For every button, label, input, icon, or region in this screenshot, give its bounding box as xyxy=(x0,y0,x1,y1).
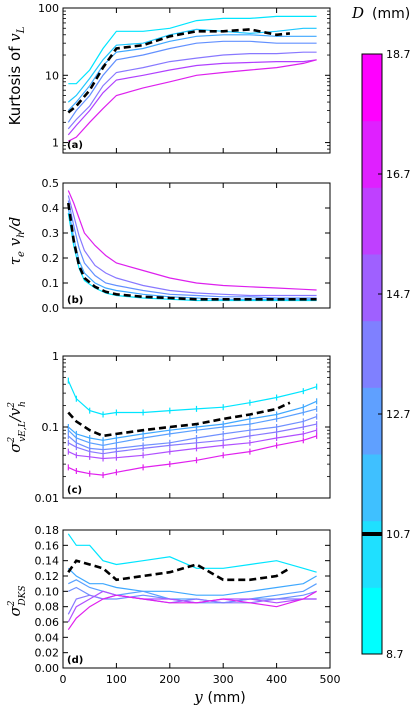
colorbar-tick-label: 8.7 xyxy=(386,648,404,661)
colorbar-tick-label: 10.7 xyxy=(386,528,411,541)
y-tick-label: 0.14 xyxy=(35,555,60,568)
y-tick-label: 0.00 xyxy=(35,662,60,675)
y-tick-label: 0.12 xyxy=(35,570,60,583)
series-group xyxy=(67,377,318,479)
series-line-6 xyxy=(67,59,317,136)
colorbar-label: D (mm) xyxy=(351,4,410,22)
series-line-7 xyxy=(67,590,317,631)
y-axis-label: σ2vE,L/v2h xyxy=(6,401,28,453)
colorbar-segment xyxy=(362,187,382,255)
colorbar-tick-label: 14.7 xyxy=(386,288,411,301)
x-tick-label: 200 xyxy=(159,673,180,686)
series-line-4 xyxy=(67,40,317,123)
y-tick-label: 0.10 xyxy=(35,585,60,598)
series-group xyxy=(67,533,317,631)
y-tick-label: 10 xyxy=(45,69,59,82)
colorbar-tick-label: 16.7 xyxy=(386,168,411,181)
colorbar-segment xyxy=(362,520,382,588)
colorbar-segment xyxy=(362,320,382,388)
series-line-2 xyxy=(67,207,317,300)
y-tick-label: 0.4 xyxy=(42,202,60,215)
plot-frame xyxy=(62,182,331,309)
y-axis-label: τe vh/d xyxy=(6,217,27,266)
y-tick-label: 0.18 xyxy=(35,524,60,537)
colorbar-highlight-marker xyxy=(362,532,382,536)
plot-frame xyxy=(62,529,331,669)
panel-1: 1 10 100 (a) Kurtosis of vL xyxy=(6,2,331,154)
colorbar-segment xyxy=(362,587,382,655)
y-tick-label: 1 xyxy=(52,350,59,363)
series-line-2 xyxy=(67,27,317,103)
y-tick-label: 0.16 xyxy=(35,539,60,552)
x-axis: y (mm) xyxy=(193,688,245,706)
colorbar: 8.7 10.7 12.7 14.7 16.7 18.7 D (mm) xyxy=(351,4,411,661)
series-line-reference xyxy=(67,559,291,582)
x-tick-label: 0 xyxy=(60,673,67,686)
series-line-1 xyxy=(68,15,317,85)
colorbar-segment xyxy=(362,254,382,322)
y-tick-label: 0.2 xyxy=(42,252,60,265)
series-line-5 xyxy=(67,190,317,291)
colorbar-segment xyxy=(362,120,382,188)
colorbar-tick-label: 12.7 xyxy=(386,408,411,421)
panel-label: (d) xyxy=(67,655,83,666)
series-line-7 xyxy=(68,59,317,142)
panel-label: (c) xyxy=(67,485,82,496)
series-group xyxy=(67,190,317,302)
colorbar-frame xyxy=(361,53,383,655)
x-tick-label: 400 xyxy=(266,673,287,686)
colorbar-segment xyxy=(362,54,382,122)
series-line-reference xyxy=(67,401,291,438)
series-line-1 xyxy=(67,380,317,416)
series-line-7 xyxy=(68,435,317,476)
y-tick-label: 0.3 xyxy=(42,227,60,240)
y-tick-label: 0.0 xyxy=(42,302,60,315)
y-tick-label: 0.5 xyxy=(42,177,60,190)
x-tick-label: 500 xyxy=(320,673,341,686)
colorbar-segment xyxy=(362,387,382,455)
x-tick-label: 300 xyxy=(213,673,234,686)
series-line-reference xyxy=(67,202,317,301)
panel-3: 0.01 0.1 1 (c) σ2vE,L/v2h xyxy=(6,350,331,505)
y-axis-label: Kurtosis of vL xyxy=(6,26,27,125)
y-tick-label: 0.02 xyxy=(35,647,60,660)
y-tick-label: 0.1 xyxy=(42,277,60,290)
series-group xyxy=(67,15,317,142)
series-line-2 xyxy=(67,567,317,596)
y-tick-label: 0.06 xyxy=(35,616,60,629)
colorbar-segment xyxy=(362,454,382,522)
series-line-3 xyxy=(67,200,317,299)
series-line-5 xyxy=(67,51,317,130)
y-tick-label: 100 xyxy=(38,2,59,15)
y-tick-label: 0.04 xyxy=(35,631,60,644)
series-line-6 xyxy=(67,590,317,623)
panel-4: 0.00 0.02 0.04 0.06 0.08 0.10 0.12 0.14 0.16 0.18… xyxy=(6,524,341,686)
series-line-reference xyxy=(67,28,291,114)
y-tick-label: 1 xyxy=(52,137,59,150)
y-tick-label: 0.01 xyxy=(35,492,60,505)
panel-label: (b) xyxy=(67,295,83,306)
y-tick-label: 0.1 xyxy=(42,421,60,434)
y-tick-label: 0.08 xyxy=(35,601,60,614)
plot-frame xyxy=(62,7,331,154)
x-axis-label: y (mm) xyxy=(193,688,245,706)
series-line-4 xyxy=(67,195,317,297)
x-tick-label: 100 xyxy=(106,673,127,686)
y-axis-label: σ2DKS xyxy=(6,585,28,616)
series-line-3 xyxy=(67,34,317,111)
series-line-1 xyxy=(67,533,317,573)
panel-label: (a) xyxy=(67,140,83,151)
panel-2: 0.0 0.1 0.2 0.3 0.4 0.5 (b) τe vh/d xyxy=(6,177,331,315)
colorbar-tick-label: 18.7 xyxy=(386,48,411,61)
